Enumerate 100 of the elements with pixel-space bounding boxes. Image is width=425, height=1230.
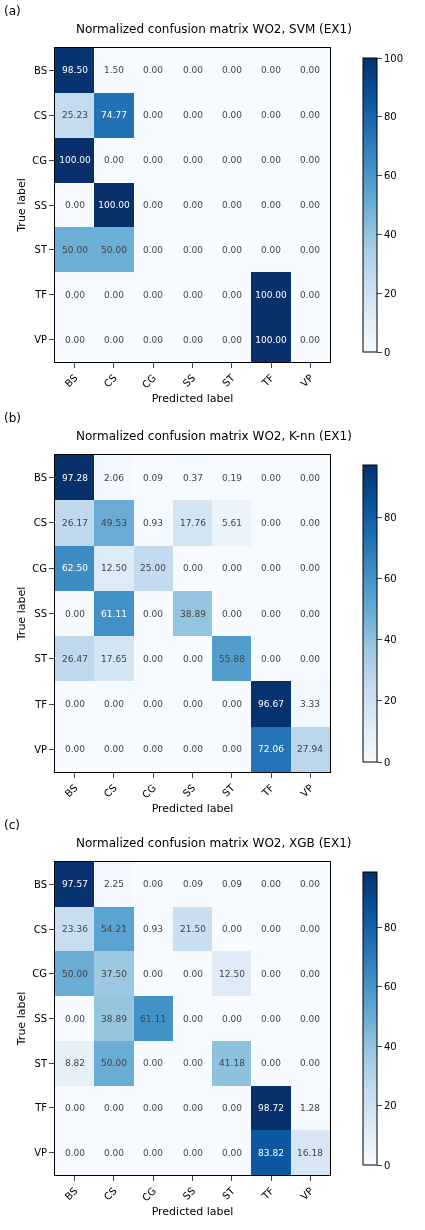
y-tick-label: CG [32, 154, 47, 166]
data-label: 25.00 [140, 563, 167, 574]
data-label: 0.09 [182, 879, 204, 890]
x-tick-label: ST [220, 1184, 238, 1202]
data-label: 0.00 [221, 924, 243, 935]
data-label: 0.00 [221, 609, 243, 620]
x-tick-label: CG [139, 1185, 159, 1204]
data-label: 0.00 [299, 473, 321, 484]
y-tick-label: TF [34, 289, 48, 301]
data-label: 0.93 [142, 924, 164, 935]
data-label: 0.00 [299, 65, 321, 76]
data-label: 0.00 [142, 110, 164, 121]
data-label: 0.00 [221, 65, 243, 76]
data-label: 0.00 [182, 110, 204, 121]
data-label: 0.00 [103, 699, 125, 710]
y-tick-label: CS [33, 109, 47, 121]
data-label: 62.50 [62, 563, 89, 574]
data-label: 50.00 [62, 245, 89, 256]
x-tick-label: CG [139, 782, 159, 801]
data-label: 54.21 [101, 924, 127, 935]
color-bar-label: 20 [384, 1100, 397, 1112]
data-label: 0.09 [142, 473, 164, 484]
data-label: 0.00 [221, 563, 243, 574]
data-label: 0.00 [182, 155, 204, 166]
data-label: 0.00 [182, 1103, 204, 1114]
data-label: 0.00 [142, 1058, 164, 1069]
data-label: 0.00 [142, 744, 164, 755]
data-label: 0.00 [142, 335, 164, 346]
color-bar-label: 60 [384, 981, 397, 993]
data-label: 0.00 [142, 879, 164, 890]
x-tick-label: TF [259, 372, 277, 390]
x-tick-label: BS [62, 782, 80, 800]
data-label: 50.00 [101, 245, 128, 256]
data-label: 0.00 [142, 699, 164, 710]
data-label: 61.11 [140, 1014, 166, 1025]
data-label: 0.00 [299, 969, 321, 980]
data-label: 0.00 [142, 969, 164, 980]
x-tick-label: ST [220, 781, 238, 799]
data-label: 23.36 [62, 924, 89, 935]
data-label: 0.00 [142, 245, 164, 256]
data-label: 12.50 [219, 969, 246, 980]
data-label: 0.00 [260, 110, 282, 121]
text: (b) [4, 411, 21, 425]
text: (c) [4, 818, 20, 832]
data-label: 38.89 [101, 1014, 128, 1025]
y-tick-label: SS [34, 1013, 47, 1024]
data-label: 2.25 [103, 879, 125, 890]
data-label: 17.76 [180, 518, 207, 529]
y-tick-label: BS [33, 64, 47, 76]
color-bar-label: 80 [384, 922, 397, 934]
color-bar-label: 80 [384, 512, 397, 524]
data-label: 100.00 [255, 335, 288, 346]
data-label: 0.00 [64, 1014, 86, 1025]
y-tick-label: ST [34, 1057, 48, 1069]
data-label: 0.00 [299, 290, 321, 301]
x-tick-label: BS [62, 372, 80, 390]
data-label: 0.00 [299, 1014, 321, 1025]
color-bar-label: 0 [384, 346, 391, 358]
data-label: 0.00 [182, 1148, 204, 1159]
data-label: 97.57 [62, 879, 88, 890]
data-label: 0.00 [221, 290, 243, 301]
data-label: 0.00 [260, 473, 282, 484]
data-label: 0.00 [182, 245, 204, 256]
data-label: 0.00 [299, 200, 321, 211]
data-label: 0.00 [299, 518, 321, 529]
data-label: 2.06 [103, 473, 125, 484]
data-label: 0.00 [221, 744, 243, 755]
data-label: 0.00 [299, 245, 321, 256]
data-label: 17.65 [101, 654, 127, 665]
data-label: 0.00 [142, 1148, 164, 1159]
data-label: 0.00 [221, 155, 243, 166]
color-bar-label: 20 [384, 695, 397, 707]
data-label: 50.00 [62, 969, 89, 980]
data-label: 0.00 [182, 290, 204, 301]
y-axis-title: True label [14, 586, 28, 642]
data-label: 0.00 [221, 200, 243, 211]
y-tick-label: VP [34, 334, 47, 346]
data-label: 0.00 [299, 879, 321, 890]
color-bar-label: 20 [384, 287, 397, 299]
x-tick-label: CS [101, 782, 119, 800]
data-label: 97.28 [62, 473, 89, 484]
data-label: 0.00 [299, 609, 321, 620]
data-label: 0.00 [142, 1103, 164, 1114]
y-tick-label: CG [32, 968, 47, 980]
data-label: 0.00 [103, 744, 125, 755]
data-label: 0.00 [103, 290, 125, 301]
data-label: 0.09 [221, 879, 243, 890]
data-label: 26.17 [62, 518, 88, 529]
data-label: 0.00 [64, 609, 86, 620]
data-label: 0.00 [221, 699, 243, 710]
y-tick-label: CG [32, 562, 47, 574]
data-label: 98.50 [62, 65, 89, 76]
data-label: 0.00 [142, 65, 164, 76]
data-label: 5.61 [221, 518, 243, 529]
data-label: 0.00 [260, 1058, 282, 1069]
data-label: 0.00 [260, 518, 282, 529]
data-label: 0.00 [299, 654, 321, 665]
data-label: 0.00 [299, 335, 321, 346]
color-bar-label: 60 [384, 573, 397, 585]
x-tick-label: TF [259, 1185, 277, 1203]
